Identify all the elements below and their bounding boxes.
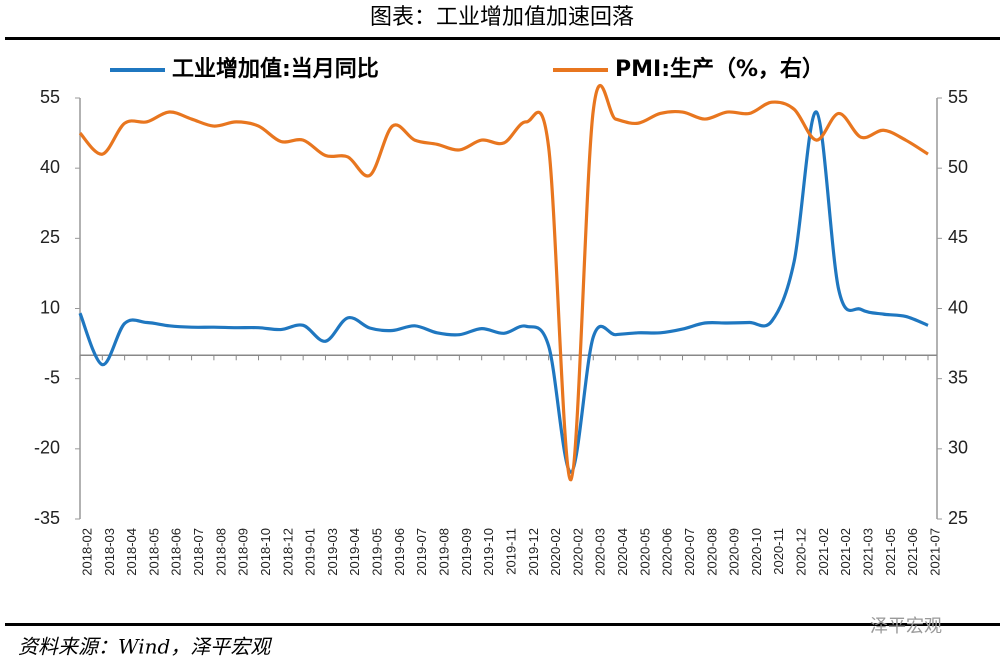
x-tick-label: 2020-07	[682, 528, 697, 576]
x-tick-label: 2020-04	[615, 528, 630, 576]
x-tick-label: 2020-03	[593, 528, 608, 576]
watermark: 泽平宏观	[870, 616, 942, 637]
x-tick-label: 2019-12	[526, 528, 541, 576]
y2-tick-label: 30	[948, 438, 968, 458]
y-tick-label: -35	[34, 508, 60, 528]
series-line	[78, 84, 929, 482]
y-tick-label: -5	[44, 367, 60, 387]
x-tick-label: 2020-09	[727, 528, 742, 576]
x-tick-label: 2018-06	[169, 528, 184, 576]
y2-tick-label: 50	[948, 157, 968, 177]
x-tick-label: 2020-02	[548, 528, 563, 576]
x-tick-label: 2020-11	[771, 528, 786, 575]
x-tick-label: 2020-08	[704, 528, 719, 576]
y2-tick-label: 55	[948, 87, 968, 107]
legend-label: 工业增加值:当月同比	[172, 56, 379, 82]
x-tick-label: 2019-06	[392, 528, 407, 576]
x-tick-label: 2018-08	[213, 528, 228, 576]
x-tick-label: 2019-05	[370, 528, 385, 576]
x-tick-label: 2020-05	[637, 528, 652, 576]
y2-tick-label: 35	[948, 367, 968, 387]
y-tick-label: 55	[40, 87, 60, 107]
x-tick-label: 2019-07	[414, 528, 429, 576]
legend-label: PMI:生产（%，右）	[615, 57, 824, 82]
x-tick-label: 2019-11	[503, 528, 518, 575]
x-tick-label: 2018-12	[280, 528, 295, 576]
bottom-rule	[5, 623, 1000, 626]
x-tick-label: 2018-07	[191, 528, 206, 576]
x-tick-label: 2019-09	[459, 528, 474, 576]
x-tick-label: 2019-03	[325, 528, 340, 576]
series-line	[78, 110, 929, 474]
x-tick-label: 2021-02	[838, 528, 853, 576]
x-tick-label: 2019-08	[436, 528, 451, 576]
y2-tick-label: 25	[948, 508, 968, 528]
x-tick-label: 2018-03	[102, 528, 117, 576]
x-tick-label: 2021-05	[883, 528, 898, 576]
x-tick-label: 2018-04	[124, 528, 139, 576]
y2-tick-label: 40	[948, 297, 968, 317]
x-tick-label: 2021-02	[816, 528, 831, 576]
x-tick-label: 2019-10	[481, 528, 496, 576]
x-tick-label: 2021-06	[905, 528, 920, 576]
y-tick-label: -20	[34, 438, 60, 458]
x-tick-label: 2020-10	[749, 528, 764, 576]
y2-tick-label: 45	[948, 227, 968, 247]
x-tick-label: 2020-06	[660, 528, 675, 576]
top-rule	[5, 37, 1000, 40]
y-tick-label: 10	[40, 297, 60, 317]
y-tick-label: 40	[40, 157, 60, 177]
x-tick-label: 2018-10	[258, 528, 273, 576]
x-tick-label: 2019-01	[303, 528, 318, 576]
y-tick-label: 25	[40, 227, 60, 247]
x-tick-label: 2018-02	[79, 528, 94, 576]
x-tick-label: 2018-05	[146, 528, 161, 576]
source: 资料来源：Wind，泽平宏观	[18, 635, 272, 659]
chart-title: 图表：工业增加值加速回落	[370, 5, 634, 30]
x-tick-label: 2020-02	[570, 528, 585, 576]
x-tick-label: 2020-12	[794, 528, 809, 576]
x-tick-label: 2019-04	[347, 528, 362, 576]
x-tick-label: 2021-07	[927, 528, 942, 576]
x-tick-label: 2021-03	[860, 528, 875, 576]
x-tick-label: 2018-09	[236, 528, 251, 576]
